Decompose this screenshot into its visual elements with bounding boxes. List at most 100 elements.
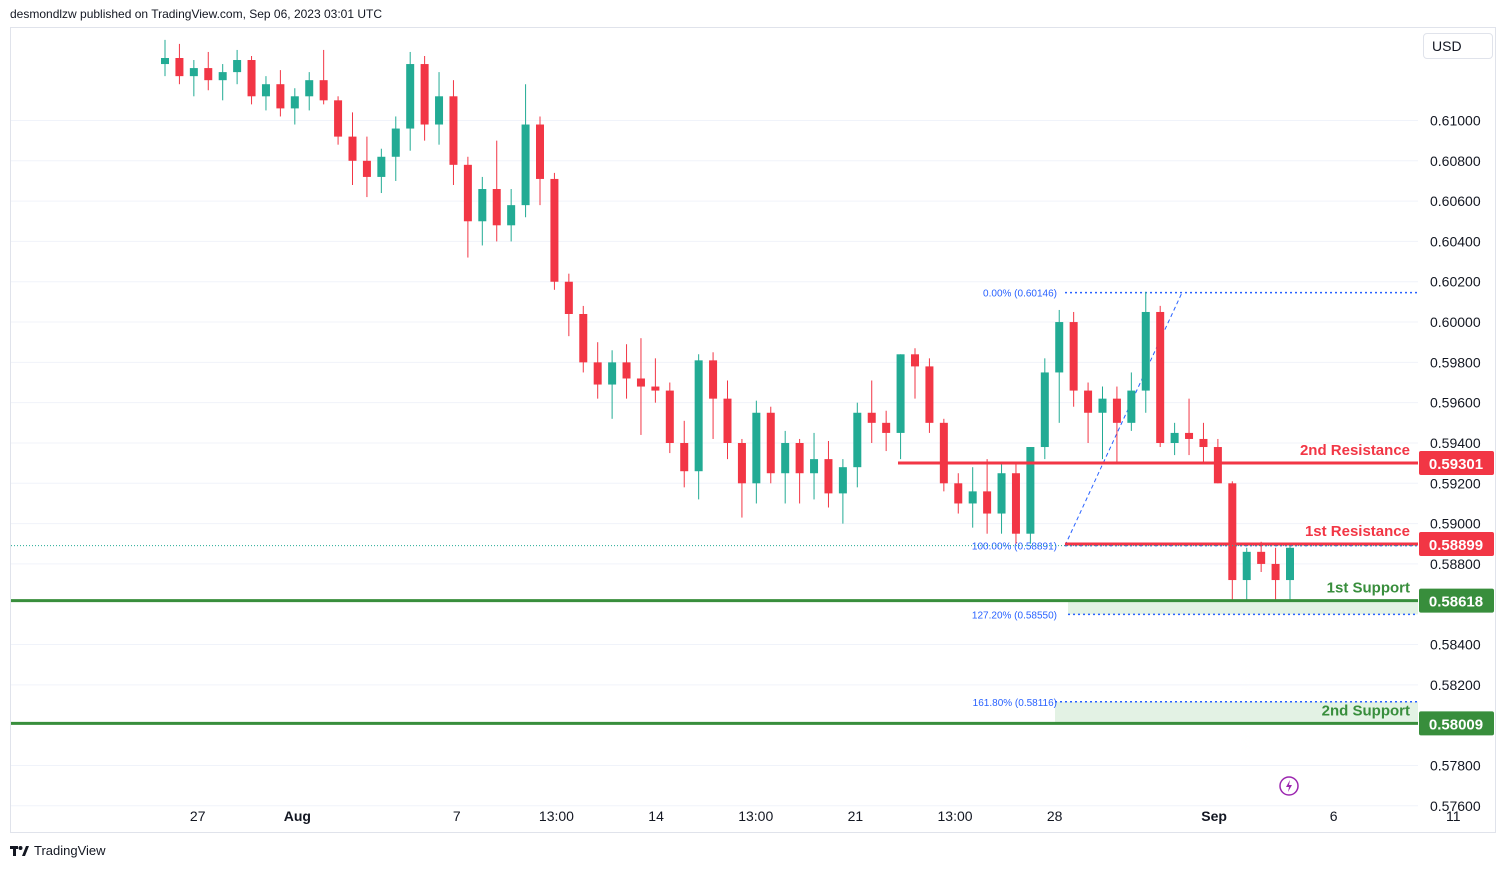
candle-body	[420, 64, 429, 125]
candlestick-series	[161, 39, 1294, 601]
candle-body	[709, 360, 718, 399]
candle-body	[1084, 390, 1093, 413]
candle-body	[391, 128, 400, 157]
y-tick-label: 0.60800	[1430, 153, 1481, 169]
candle-body	[593, 362, 602, 385]
candle-body	[882, 422, 891, 433]
fib-level-label: 100.00% (0.58891)	[972, 542, 1057, 553]
support-zone-1	[1068, 600, 1418, 615]
candle-body	[579, 313, 588, 363]
candle-body	[1199, 438, 1208, 448]
candle-body	[1026, 447, 1035, 534]
candle-body	[622, 362, 631, 379]
flash-icon	[1279, 776, 1299, 796]
candle-body	[1040, 372, 1049, 448]
footer-brand: TradingView	[34, 843, 106, 858]
level-badge-value: 0.59301	[1429, 456, 1483, 473]
x-tick-label: 14	[648, 808, 664, 824]
candle-body	[694, 360, 703, 472]
currency-selector[interactable]: USD	[1423, 33, 1493, 59]
level-name: 2nd Support	[1322, 702, 1410, 719]
candle-body	[1271, 563, 1280, 581]
x-tick-label: 13:00	[938, 808, 973, 824]
candle-body	[449, 96, 458, 165]
candle-body	[838, 467, 847, 494]
y-tick-label: 0.60200	[1430, 274, 1481, 290]
y-tick-label: 0.58800	[1430, 556, 1481, 572]
x-tick-label: 27	[190, 808, 206, 824]
candle-body	[247, 60, 256, 97]
candle-body	[564, 281, 573, 314]
y-tick-label: 0.59200	[1430, 475, 1481, 491]
candle-body	[218, 72, 227, 81]
candle-body	[651, 386, 660, 391]
level-badge	[1419, 450, 1494, 475]
candle-body	[997, 473, 1006, 514]
y-tick-label: 0.58200	[1430, 677, 1481, 693]
fib-level-label: 161.80% (0.58116)	[973, 698, 1057, 709]
x-tick-label: 13:00	[539, 808, 574, 824]
candle-body	[175, 58, 184, 77]
candle-body	[636, 378, 645, 387]
y-tick-label: 0.57600	[1430, 798, 1481, 814]
candle-body	[319, 80, 328, 101]
candle-body	[463, 164, 472, 222]
candle-body	[1127, 390, 1136, 423]
candle-body	[824, 459, 833, 494]
candle-body	[435, 96, 444, 125]
x-tick-label: Aug	[284, 808, 311, 824]
price-axis: 0.61000 0.60800 0.60600 0.60400 0.60200 0.600…	[1430, 112, 1481, 813]
x-tick-label: 11	[1446, 808, 1461, 824]
candle-body	[1055, 322, 1064, 373]
candle-body	[608, 362, 617, 385]
candle-body	[781, 442, 790, 474]
candle-body	[1257, 551, 1266, 564]
x-tick-label: Sep	[1201, 808, 1227, 824]
candle-body	[261, 84, 270, 97]
x-tick-label: 7	[453, 808, 461, 824]
y-tick-label: 0.59600	[1430, 395, 1481, 411]
candle-body	[925, 366, 934, 423]
candle-body	[189, 68, 198, 77]
level-badge	[1419, 588, 1494, 613]
level-name: 2nd Resistance	[1300, 442, 1410, 459]
candle-body	[983, 491, 992, 514]
candle-body	[492, 189, 501, 226]
candle-body	[290, 96, 299, 109]
flash-icon-ring	[1279, 776, 1299, 796]
grid-layer	[11, 119, 1418, 807]
candle-body	[737, 442, 746, 484]
tradingview-footer[interactable]: TradingView	[10, 843, 106, 858]
support-zones	[1055, 600, 1418, 724]
support-zone-2	[1055, 701, 1418, 724]
candle-body	[1286, 547, 1294, 581]
candle-body	[795, 442, 804, 474]
misc-layer	[11, 545, 1418, 796]
fib-level-label: 127.20% (0.58550)	[972, 610, 1057, 621]
candle-body	[752, 412, 761, 484]
candle-body	[1156, 311, 1165, 443]
y-tick-label: 0.61000	[1430, 112, 1481, 128]
candle-body	[867, 412, 876, 423]
level-badge-value: 0.58899	[1429, 537, 1483, 554]
candle-body	[276, 84, 285, 109]
level-badge	[1419, 711, 1494, 736]
candle-body	[377, 156, 386, 177]
y-tick-label: 0.59400	[1430, 435, 1481, 451]
candle-body	[766, 412, 775, 474]
candle-body	[1213, 447, 1222, 484]
level-name: 1st Resistance	[1305, 523, 1410, 540]
candle-body	[536, 124, 544, 179]
candle-body	[723, 398, 732, 443]
chart-frame[interactable]	[10, 27, 1496, 833]
candle-body	[233, 60, 242, 73]
candle-body	[1242, 551, 1251, 581]
x-tick-label: 28	[1047, 808, 1063, 824]
x-tick-label: 21	[848, 808, 864, 824]
candle-body	[939, 422, 948, 484]
candle-body	[810, 459, 819, 474]
candle-body	[362, 160, 371, 177]
candle-body	[305, 80, 314, 97]
candle-body	[1011, 473, 1020, 534]
